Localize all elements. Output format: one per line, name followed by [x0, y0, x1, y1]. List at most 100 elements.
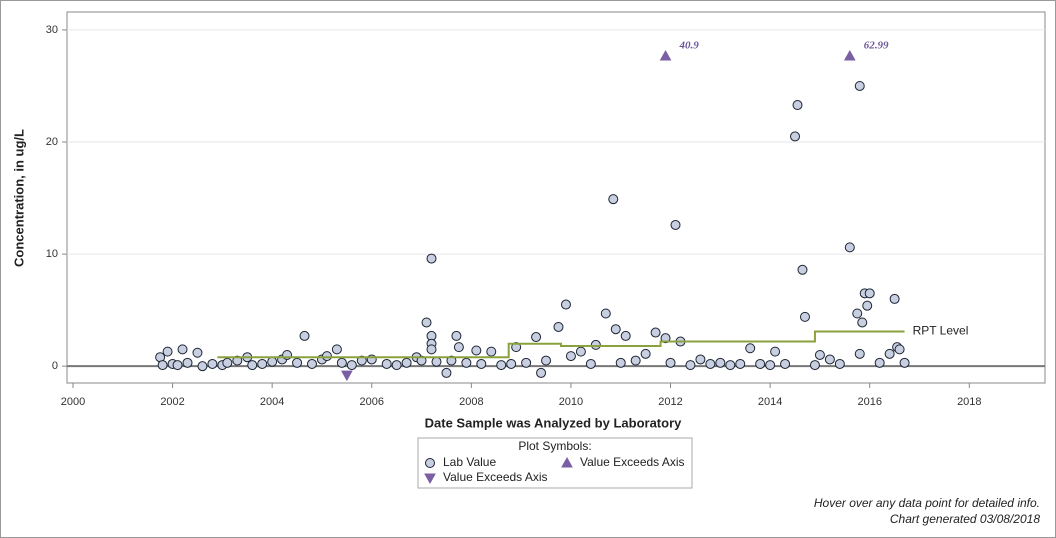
x-tick-label: 2010: [559, 396, 583, 408]
lab-value-point: [640, 348, 651, 359]
x-tick-label: 2018: [957, 396, 981, 408]
hover-note: Hover over any data point for detailed i…: [814, 496, 1040, 510]
lab-value-point: [426, 344, 437, 355]
legend-label: Value Exceeds Axis: [443, 470, 548, 484]
legend-box: [417, 437, 693, 489]
lab-value-point: [476, 358, 487, 369]
lab-value-point: [461, 357, 472, 368]
lab-value-point: [292, 357, 303, 368]
lab-value-point: [197, 361, 208, 372]
lab-value-point: [874, 357, 885, 368]
lab-value-point: [453, 342, 464, 353]
x-tick-label: 2004: [260, 396, 284, 408]
lab-value-point: [884, 348, 895, 359]
lab-value-point: [780, 358, 791, 369]
legend-label: Value Exceeds Axis: [580, 455, 685, 469]
lab-value-point: [899, 357, 910, 368]
lab-value-point: [705, 358, 716, 369]
lab-value-point: [521, 357, 532, 368]
exceeds-marker: [843, 49, 856, 61]
lab-value-point: [426, 253, 437, 264]
lab-value-point: [162, 346, 173, 357]
x-tick-label: 2000: [61, 396, 85, 408]
lab-value-point: [257, 358, 268, 369]
lab-value-point: [665, 357, 676, 368]
lab-value-point: [560, 299, 571, 310]
x-tick-label: 2002: [160, 396, 184, 408]
x-tick-label: 2008: [459, 396, 483, 408]
lab-value-point: [814, 349, 825, 360]
lab-value-point: [356, 355, 367, 366]
lab-value-point: [441, 367, 452, 378]
lab-value-point: [790, 131, 801, 142]
lab-value-point: [336, 357, 347, 368]
lab-value-point: [615, 357, 626, 368]
y-axis-title: Concentration, in ug/L: [11, 129, 26, 267]
lab-value-point: [792, 100, 803, 111]
x-axis-title: Date Sample was Analyzed by Laboratory: [425, 415, 682, 430]
lab-value-point: [608, 194, 619, 205]
lab-value-point: [541, 355, 552, 366]
lab-value-point: [685, 360, 696, 371]
lab-value-point: [267, 356, 278, 367]
lab-value-point: [670, 219, 681, 230]
lab-value-point: [506, 358, 517, 369]
lab-value-point: [834, 358, 845, 369]
lab-value-point: [401, 357, 412, 368]
lab-value-point: [232, 355, 243, 366]
lab-value-point: [799, 311, 810, 322]
lab-value-point: [797, 264, 808, 275]
lab-value-point: [391, 360, 402, 371]
lab-value-point: [854, 80, 865, 91]
rpt-level-line: [217, 330, 905, 359]
lab-value-point: [715, 357, 726, 368]
plot-area: [66, 11, 1046, 384]
lab-value-point: [862, 300, 873, 311]
lab-value-point: [590, 339, 601, 350]
lab-value-point: [536, 367, 547, 378]
lab-value-point: [182, 357, 193, 368]
y-tick-label: 10: [46, 248, 58, 260]
lab-value-point: [575, 346, 586, 357]
x-tick-label: 2016: [857, 396, 881, 408]
lab-value-point: [585, 358, 596, 369]
lab-value-point: [755, 358, 766, 369]
lab-value-point: [496, 360, 507, 371]
lab-value-point: [565, 351, 576, 362]
legend-symbol: [425, 458, 435, 468]
x-tick-label: 2014: [758, 396, 782, 408]
exceeds-marker: [341, 370, 353, 382]
lab-value-point: [192, 347, 203, 358]
lab-value-point: [852, 308, 863, 319]
lab-value-point: [824, 354, 835, 365]
rpt-level-label: RPT Level: [913, 324, 969, 338]
lab-value-point: [157, 360, 168, 371]
exceeds-marker: [659, 49, 672, 61]
lab-value-point: [600, 308, 611, 319]
exceeds-label: 40.9: [679, 40, 700, 52]
lab-value-point: [346, 360, 357, 371]
lab-value-point: [486, 346, 497, 357]
exceeds-label: 62.99: [864, 40, 889, 52]
lab-value-point: [299, 330, 310, 341]
y-tick-label: 0: [52, 360, 58, 372]
lab-value-point: [765, 360, 776, 371]
legend-symbol: [424, 473, 436, 485]
lab-value-point: [446, 355, 457, 366]
lab-value-point: [610, 324, 621, 335]
lab-value-point: [695, 354, 706, 365]
generated-note: Chart generated 03/08/2018: [890, 512, 1040, 526]
lab-value-point: [331, 344, 342, 355]
lab-value-point: [864, 288, 875, 299]
lab-value-point: [471, 345, 482, 356]
lab-value-point: [620, 330, 631, 341]
legend-label: Lab Value: [443, 455, 496, 469]
lab-value-point: [421, 317, 432, 328]
lab-value-point: [306, 358, 317, 369]
lab-value-point: [857, 317, 868, 328]
lab-value-point: [745, 343, 756, 354]
lab-value-point: [431, 356, 442, 367]
lab-value-point: [416, 355, 427, 366]
lab-value-point: [247, 360, 258, 371]
